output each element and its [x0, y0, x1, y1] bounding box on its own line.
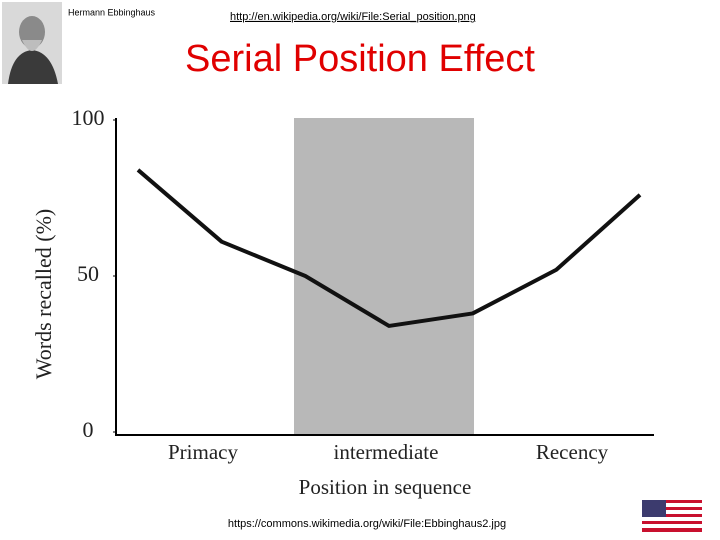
source-url: http://en.wikipedia.org/wiki/File:Serial… [230, 11, 476, 23]
y-tick-label: 100 [72, 105, 105, 130]
region-label: Recency [536, 440, 609, 464]
data-line [136, 168, 642, 328]
region-label: Primacy [168, 440, 238, 464]
y-axis-title: Words recalled (%) [31, 209, 56, 379]
slide-title: Serial Position Effect [185, 38, 535, 80]
flag-icon [642, 500, 702, 532]
x-axis-title: Position in sequence [299, 475, 472, 499]
y-tick-label: 0 [83, 417, 94, 442]
caption: Hermann Ebbinghaus [68, 7, 156, 17]
image-credit: https://commons.wikimedia.org/wiki/File:… [228, 518, 506, 530]
portrait [2, 2, 62, 84]
intermediate-band [294, 118, 474, 435]
y-tick-label: 50 [77, 261, 99, 286]
region-label: intermediate [334, 440, 439, 464]
